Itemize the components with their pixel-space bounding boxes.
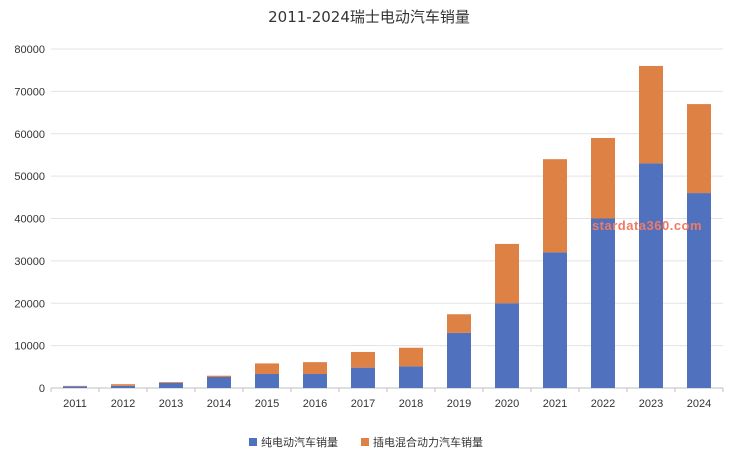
- bar-phev-2022: [591, 137, 615, 219]
- y-tick-label: 20000: [14, 298, 45, 310]
- bar-bev-2021: [543, 252, 567, 388]
- y-tick-label: 60000: [14, 129, 45, 141]
- bar-bev-2017: [351, 367, 375, 388]
- bar-bev-2011: [63, 386, 87, 388]
- x-tick-label: 2017: [351, 398, 375, 410]
- bar-phev-2015: [255, 363, 279, 375]
- chart-title: 2011-2024瑞士电动汽车销量: [268, 8, 470, 26]
- bar-phev-2023: [639, 65, 663, 164]
- legend-swatch: [249, 438, 257, 446]
- x-tick-label: 2013: [159, 398, 183, 410]
- x-tick-label: 2011: [63, 398, 87, 410]
- y-tick-label: 70000: [14, 86, 45, 98]
- bar-phev-2020: [495, 243, 519, 304]
- y-tick-label: 80000: [14, 44, 45, 56]
- bar-bev-2014: [207, 376, 231, 388]
- bar-phev-2017: [351, 351, 375, 368]
- bar-phev-2016: [303, 362, 327, 375]
- x-tick-label: 2012: [111, 398, 135, 410]
- bar-bev-2023: [639, 163, 663, 388]
- legend: 纯电动汽车销量 插电混合动力汽车销量: [249, 435, 483, 449]
- bar-bev-2013: [159, 382, 183, 388]
- bar-phev-2024: [687, 104, 711, 194]
- x-tick-label: 2015: [255, 398, 279, 410]
- x-tick-label: 2020: [495, 398, 519, 410]
- y-tick-label: 40000: [14, 214, 45, 226]
- x-tick-label: 2024: [687, 398, 711, 410]
- y-tick-label: 50000: [14, 171, 45, 183]
- watermark: stardata360.com: [592, 218, 702, 233]
- y-tick-label: 30000: [14, 256, 45, 268]
- bar-bev-2019: [447, 332, 471, 388]
- x-tick-label: 2016: [303, 398, 327, 410]
- bar-bev-2024: [687, 193, 711, 388]
- x-tick-label: 2023: [639, 398, 663, 410]
- x-tick-label: 2019: [447, 398, 471, 410]
- x-tick-label: 2022: [591, 398, 615, 410]
- bar-phev-2014: [207, 375, 231, 377]
- y-axis: 0 10000 20000 30000 40000 50000 60000 70000 8000…: [14, 44, 45, 395]
- y-tick-label: 0: [39, 383, 45, 395]
- bar-bev-2022: [591, 218, 615, 388]
- bar-phev-2018: [399, 347, 423, 367]
- bars: [63, 65, 711, 388]
- x-axis: 2011 2012 2013 2014 2015 2016 2017 2018 2019 2020…: [50, 388, 724, 410]
- bar-phev-2013: [159, 382, 183, 383]
- bar-bev-2018: [399, 366, 423, 388]
- x-tick-label: 2018: [399, 398, 423, 410]
- bar-bev-2020: [495, 303, 519, 388]
- bar-phev-2012: [111, 384, 135, 386]
- legend-label: 纯电动汽车销量: [261, 435, 338, 449]
- gridlines: [51, 48, 723, 389]
- bar-phev-2021: [543, 159, 567, 253]
- bar-phev-2019: [447, 314, 471, 333]
- legend-label: 插电混合动力汽车销量: [373, 435, 483, 449]
- x-tick-label: 2021: [543, 398, 567, 410]
- y-tick-label: 10000: [14, 341, 45, 353]
- bar-bev-2015: [255, 374, 279, 388]
- x-tick-label: 2014: [207, 398, 231, 410]
- bar-bev-2016: [303, 374, 327, 388]
- legend-swatch: [361, 438, 369, 446]
- bar-bev-2012: [111, 385, 135, 388]
